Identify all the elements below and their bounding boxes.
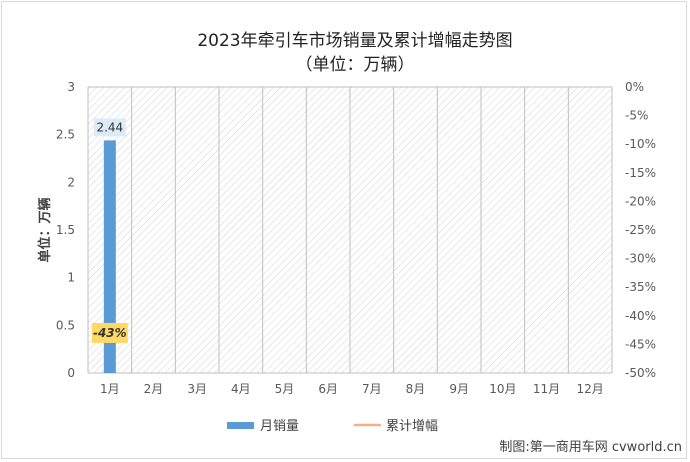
x-tick-label: 1月	[100, 382, 120, 396]
line-data-label: -43%	[93, 326, 127, 340]
bar-data-label: 2.44	[96, 120, 123, 134]
y2-tick-label: -35%	[625, 280, 656, 294]
axis-ticks: 0 0.5 1 1.5 2 2.5 3 0% -5% -10% -15% -20% -25% -30% -3…	[56, 80, 656, 396]
y2-tick-label: -45%	[625, 337, 656, 351]
x-tick-label: 11月	[533, 382, 560, 396]
x-tick-label: 3月	[187, 382, 207, 396]
y2-tick-label: -20%	[625, 194, 656, 208]
y-tick-label: 0	[67, 366, 75, 380]
y-tick-label: 3	[67, 80, 75, 94]
x-tick-label: 9月	[449, 382, 469, 396]
y-tick-label: 1	[67, 271, 75, 285]
y2-tick-label: 0%	[625, 80, 644, 94]
bar-data-label-bg	[93, 118, 126, 137]
chart-marks: 2.44 -43%	[91, 118, 128, 373]
x-tick-label: 12月	[577, 382, 604, 396]
y-axis-label: 单位：万辆	[37, 197, 53, 262]
x-tick-label: 7月	[362, 382, 382, 396]
chart-title: 2023年牵引车市场销量及累计增幅走势图	[197, 31, 512, 51]
x-tick-label: 2月	[144, 382, 164, 396]
y-tick-label: 0.5	[56, 318, 75, 332]
legend: 月销量 累计增幅	[227, 419, 438, 434]
line-data-label-bg	[91, 322, 128, 343]
y2-tick-label: -30%	[625, 252, 656, 266]
x-tick-label: 6月	[318, 382, 338, 396]
x-tick-label: 5月	[275, 382, 295, 396]
bar-mark	[103, 140, 116, 373]
y2-tick-label: -50%	[625, 366, 656, 380]
x-tick-label: 10月	[489, 382, 516, 396]
y2-tick-label: -40%	[625, 309, 656, 323]
x-tick-label: 4月	[231, 382, 251, 396]
y2-tick-label: -10%	[625, 137, 656, 151]
y2-tick-label: -15%	[625, 166, 656, 180]
y2-tick-label: -25%	[625, 223, 656, 237]
y-tick-label: 1.5	[56, 223, 75, 237]
legend-label-line: 累计增幅	[386, 419, 438, 434]
legend-label-bar: 月销量	[260, 419, 299, 434]
legend-swatch-bar	[227, 422, 254, 429]
y-tick-label: 2.5	[56, 128, 75, 142]
credit-text: 制图:第一商用车网 cvworld.cn	[499, 439, 682, 455]
chart-subtitle: （单位：万辆）	[296, 55, 415, 75]
grid-lines	[87, 86, 613, 374]
y2-tick-label: -5%	[625, 109, 648, 123]
x-tick-label: 8月	[406, 382, 426, 396]
y-tick-label: 2	[67, 175, 75, 189]
